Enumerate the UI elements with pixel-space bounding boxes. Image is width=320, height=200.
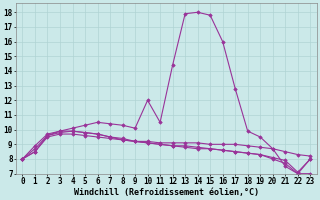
- X-axis label: Windchill (Refroidissement éolien,°C): Windchill (Refroidissement éolien,°C): [74, 188, 259, 197]
